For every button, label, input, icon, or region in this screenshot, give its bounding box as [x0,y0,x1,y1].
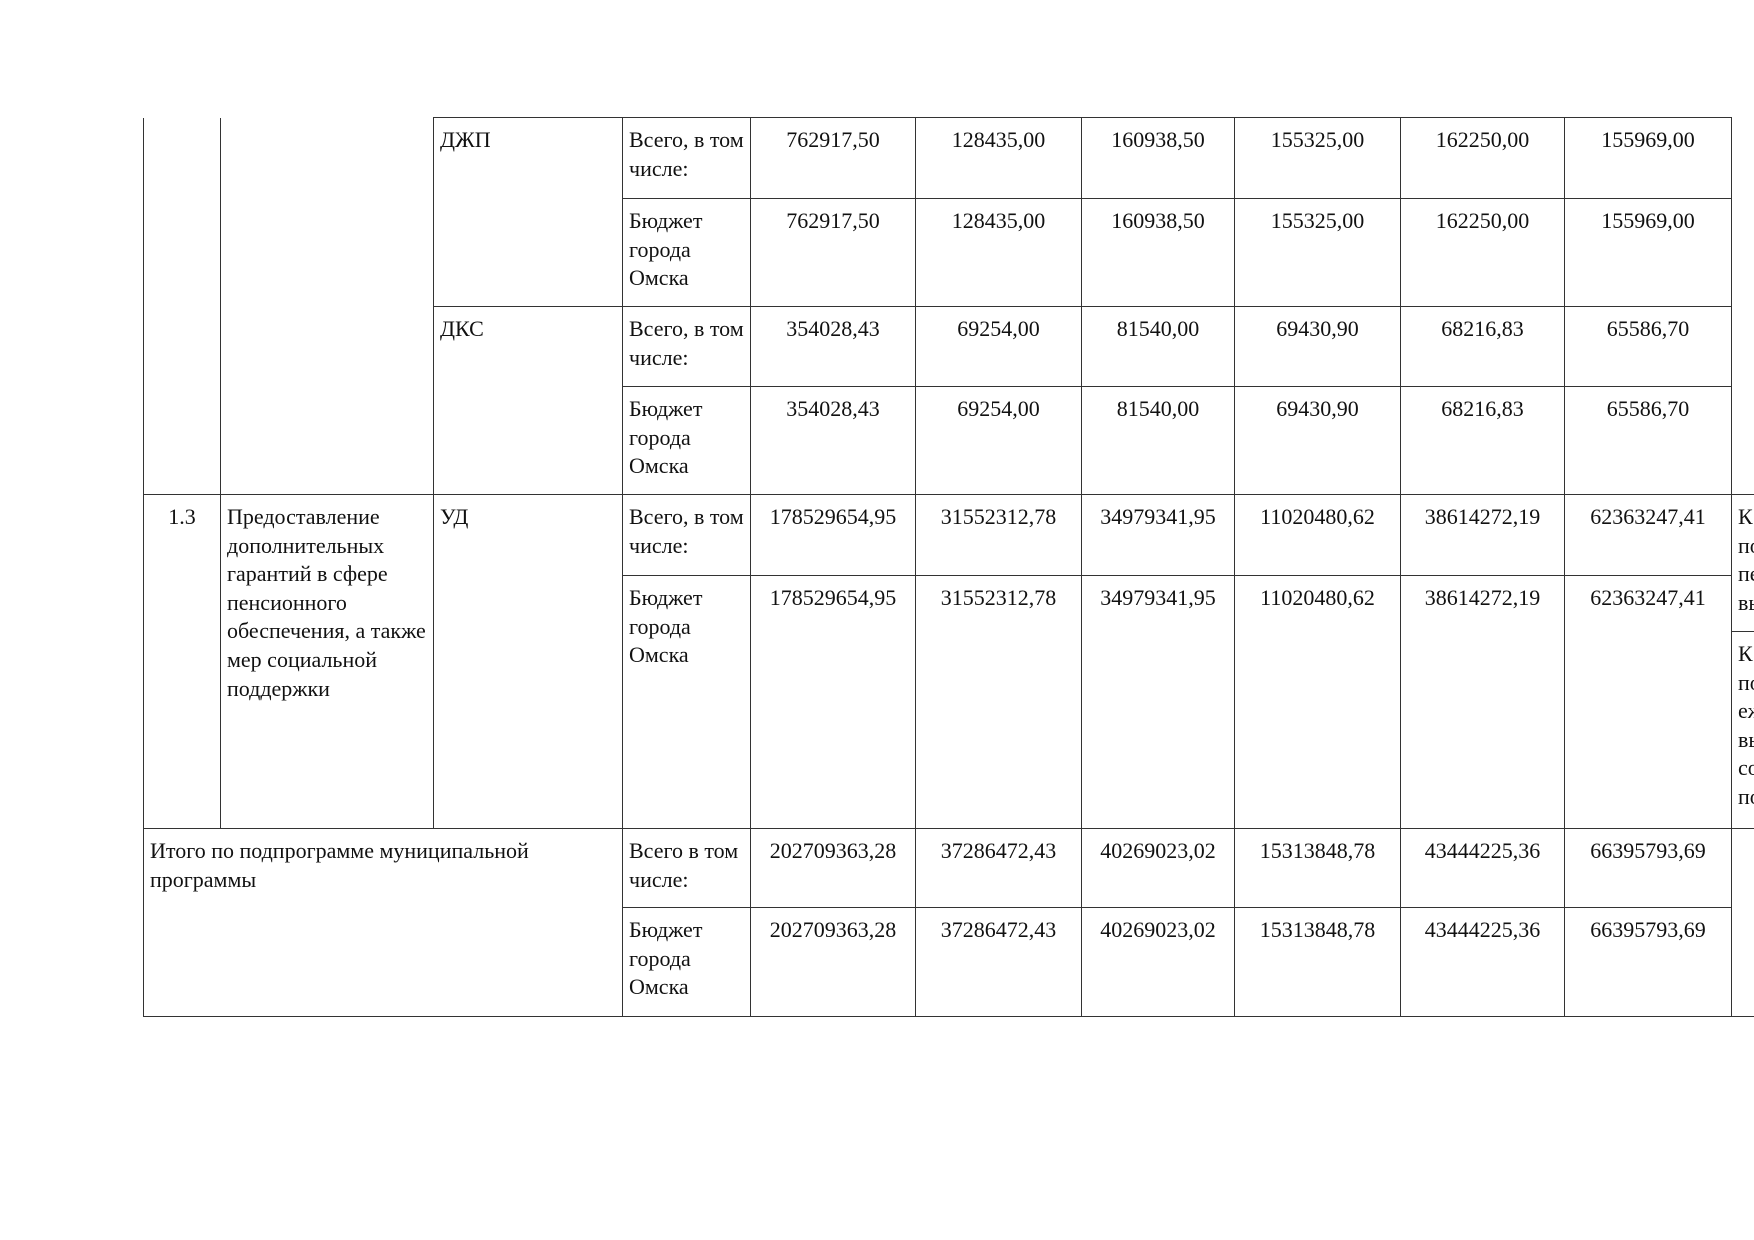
value-cell: 66395793,69 [1564,828,1732,908]
source-cell: Всего, в том числе: [622,494,751,576]
value-cell: 11020480,62 [1234,494,1401,576]
source-cell: Всего, в том числе: [622,306,751,387]
source-cell: Бюджет города Омска [622,198,751,307]
value-cell: 69430,90 [1234,306,1401,387]
value-cell: 34979341,95 [1081,494,1235,576]
indicator-1-line: пе [1738,561,1754,587]
value-cell: 15313848,78 [1234,907,1401,1017]
value-cell: 66395793,69 [1564,907,1732,1017]
total-row: Итого по подпрограмме муниципальной прог… [143,828,1754,1017]
value-cell: 160938,50 [1081,117,1235,199]
value-cell: 68216,83 [1400,386,1565,495]
table-row: Бюджет города Омска 762917,50 128435,00 … [144,198,1754,307]
indicator-cell: К по пе вы К по еж вы со по [1731,494,1754,829]
indicator-2: К по еж вы со по [1733,632,1754,812]
indicator-2-line: со [1738,755,1754,781]
value-cell: 354028,43 [750,386,916,495]
source-cell: Всего в том числе: [622,828,751,908]
org-cell: ДКС [433,306,623,495]
value-cell: 128435,00 [915,198,1082,307]
value-cell: 37286472,43 [915,828,1082,908]
value-cell: 178529654,95 [750,494,916,576]
value-cell: 40269023,02 [1081,828,1235,908]
indicator-1-line: вы [1738,589,1754,615]
source-cell: Бюджет города Омска [622,386,751,495]
value-cell: 31552312,78 [915,575,1082,829]
indicator-1-line: по [1738,532,1754,558]
table-row: ДЖП Всего, в том числе: 762917,50 128435… [143,117,1754,495]
value-cell: 69254,00 [915,386,1082,495]
value-cell: 31552312,78 [915,494,1082,576]
name-cell-empty [220,117,434,495]
indicator-2-line: еж [1738,698,1754,724]
value-cell: 162250,00 [1400,117,1565,199]
value-cell: 65586,70 [1564,386,1732,495]
value-cell: 69430,90 [1234,386,1401,495]
indicator-1: К по пе вы [1732,496,1754,632]
value-cell: 62363247,41 [1564,494,1732,576]
value-cell: 65586,70 [1564,306,1732,387]
number-cell: 1.3 [143,494,221,829]
indicator-2-line: по [1738,669,1754,695]
source-cell: Бюджет города Омска [622,907,751,1017]
table-row: 1.3 Предоставление дополнительных гарант… [143,494,1754,829]
total-row: Бюджет города Омска 202709363,28 3728647… [144,907,1754,1017]
indicator-1-line: К [1738,504,1753,529]
value-cell: 202709363,28 [750,828,916,908]
value-cell: 762917,50 [750,117,916,199]
value-cell: 15313848,78 [1234,828,1401,908]
value-cell: 43444225,36 [1400,828,1565,908]
value-cell: 11020480,62 [1234,575,1401,829]
value-cell: 202709363,28 [750,907,916,1017]
org-cell: УД [433,494,623,829]
name-cell: Предоставление дополнительных гарантий в… [220,494,434,829]
value-cell: 160938,50 [1081,198,1235,307]
table-row: ДКС Всего, в том числе: 354028,43 69254,… [144,306,1754,495]
source-cell: Бюджет города Омска [622,575,751,829]
number-cell-empty [143,117,221,495]
org-cell: ДЖП [433,117,623,307]
value-cell: 68216,83 [1400,306,1565,387]
indicator-2-line: по [1738,783,1754,809]
source-cell: Всего, в том числе: [622,117,751,199]
value-cell: 162250,00 [1400,198,1565,307]
value-cell: 155325,00 [1234,117,1401,199]
budget-table: ДЖП Всего, в том числе: 762917,50 128435… [143,117,1754,1017]
total-label: Итого по подпрограмме муниципальной прог… [143,828,623,1017]
value-cell: 155325,00 [1234,198,1401,307]
value-cell: 81540,00 [1081,386,1235,495]
value-cell: 37286472,43 [915,907,1082,1017]
value-cell: 762917,50 [750,198,916,307]
indicator-2-line: вы [1738,726,1754,752]
value-cell: 128435,00 [915,117,1082,199]
value-cell: 178529654,95 [750,575,916,829]
value-cell: 62363247,41 [1564,575,1732,829]
value-cell: 38614272,19 [1400,494,1565,576]
table-row: Бюджет города Омска 354028,43 69254,00 8… [144,386,1754,495]
value-cell: 40269023,02 [1081,907,1235,1017]
value-cell: 38614272,19 [1400,575,1565,829]
indicator-cell-empty [1731,117,1754,495]
value-cell: 43444225,36 [1400,907,1565,1017]
value-cell: 155969,00 [1564,198,1732,307]
total-indicator-empty [1731,828,1754,1017]
table-row: Бюджет города Омска 178529654,95 3155231… [144,575,1754,829]
value-cell: 69254,00 [915,306,1082,387]
value-cell: 34979341,95 [1081,575,1235,829]
indicator-2-line: К [1738,641,1753,666]
value-cell: 81540,00 [1081,306,1235,387]
budget-table-wrapper: ДЖП Всего, в том числе: 762917,50 128435… [143,117,1754,1017]
value-cell: 354028,43 [750,306,916,387]
value-cell: 155969,00 [1564,117,1732,199]
